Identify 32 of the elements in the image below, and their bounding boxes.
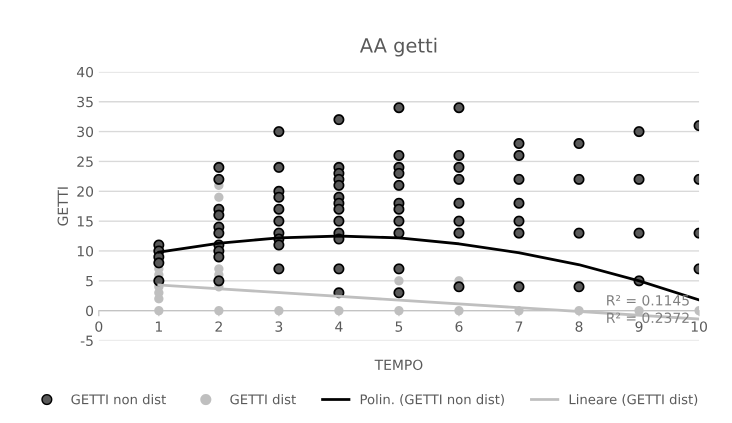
y-tick-label: -5 <box>80 336 93 346</box>
x-tick-label: 4 <box>335 322 343 332</box>
chart-title: AA getti <box>360 38 436 57</box>
y-tick-label: 15 <box>78 216 93 227</box>
x-tick-label: 6 <box>456 321 463 332</box>
legend-label: GETTI non dist <box>71 394 166 404</box>
x-tick-label: 8 <box>576 321 582 332</box>
x-tick-label: 2 <box>215 321 222 332</box>
legend-label: GETTI dist <box>230 394 296 404</box>
x-tick-label: 0 <box>95 321 102 332</box>
legend-label: Polin. (GETTI non dist) <box>360 394 504 406</box>
x-tick-label: 7 <box>516 322 522 332</box>
x-tick-label: 10 <box>692 321 707 332</box>
y-tick-label: 35 <box>77 96 93 108</box>
x-tick-label: 5 <box>396 322 402 332</box>
point <box>214 192 224 202</box>
y-axis-title: GETTI <box>58 187 68 226</box>
y-tick-label: 5 <box>86 276 93 286</box>
legend-label: Lineare (GETTI dist) <box>570 394 698 406</box>
x-tick-label: 9 <box>635 321 642 332</box>
x-axis-title: TEMPO <box>374 360 422 370</box>
x-tick-label: 3 <box>276 321 282 332</box>
y-tick-label: 30 <box>77 126 94 138</box>
y-tick-label: 20 <box>77 186 94 197</box>
annotation: R² = 0.1145 <box>607 295 689 306</box>
y-tick-label: 0 <box>86 306 94 316</box>
point <box>154 294 164 304</box>
point <box>394 276 404 286</box>
y-tick-label: 10 <box>78 246 94 256</box>
y-tick-label: 40 <box>76 66 94 78</box>
x-tick-label: 1 <box>156 322 162 332</box>
y-tick-label: 25 <box>77 156 93 167</box>
